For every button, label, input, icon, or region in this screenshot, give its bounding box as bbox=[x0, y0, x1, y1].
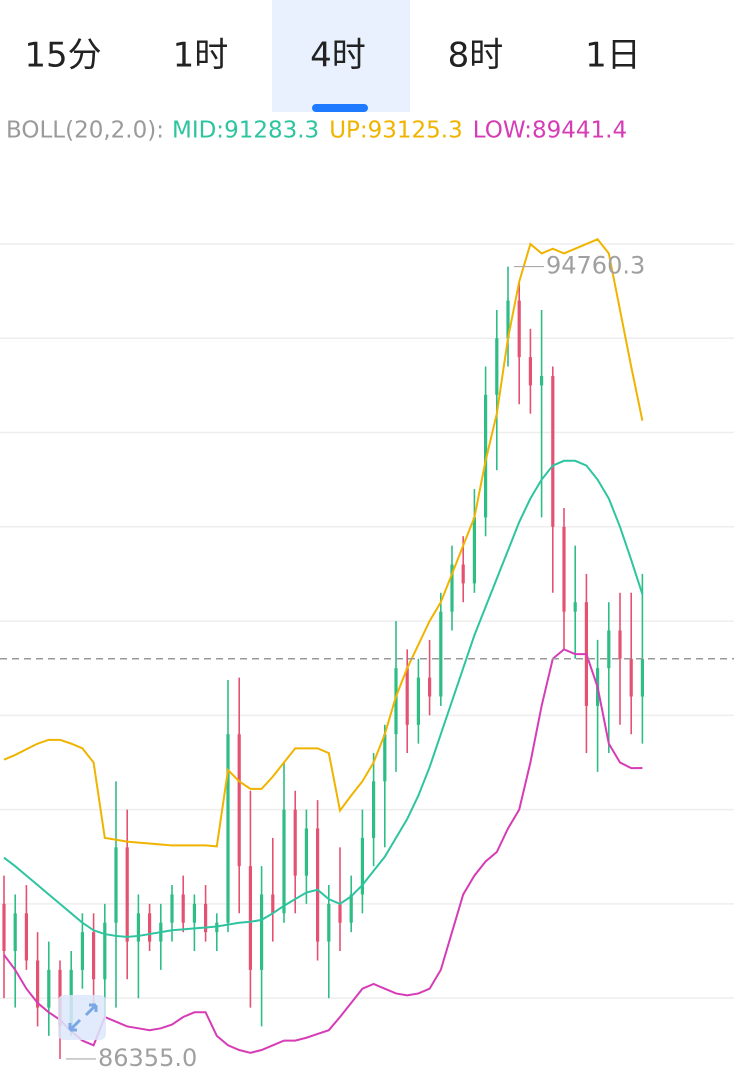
candle-body bbox=[170, 894, 174, 923]
candle-body bbox=[36, 960, 40, 1008]
tab-label[interactable]: 8时 bbox=[448, 36, 504, 76]
candle-body bbox=[125, 847, 129, 942]
candle-body bbox=[282, 809, 286, 914]
candle-body bbox=[551, 375, 555, 527]
candle-body bbox=[349, 894, 353, 923]
candle-body bbox=[237, 734, 241, 867]
band-name: UP: bbox=[329, 118, 367, 144]
candle-body bbox=[607, 630, 611, 669]
candle-body bbox=[181, 894, 185, 923]
band-value: 91283.3 bbox=[224, 118, 319, 144]
candle-body bbox=[506, 300, 510, 339]
candle-body bbox=[114, 847, 118, 923]
candle-body bbox=[2, 903, 6, 952]
candle-body bbox=[428, 677, 432, 697]
band-line bbox=[3, 238, 644, 848]
candle-body bbox=[293, 809, 297, 876]
candle-body bbox=[80, 932, 84, 970]
candle-body bbox=[439, 611, 443, 697]
candle-body bbox=[517, 300, 521, 358]
band-line bbox=[3, 459, 644, 938]
candle-body bbox=[338, 903, 342, 923]
tab-label[interactable]: 4时 bbox=[310, 36, 366, 76]
candle-body bbox=[24, 913, 28, 961]
band-name: MID: bbox=[172, 118, 224, 144]
candle-body bbox=[629, 658, 633, 697]
candle-body bbox=[103, 922, 107, 980]
candle-body bbox=[248, 866, 252, 970]
candle-body bbox=[461, 564, 465, 584]
candle-body bbox=[495, 338, 499, 395]
expand-button[interactable] bbox=[58, 995, 106, 1040]
selected-tab-bg bbox=[272, 0, 410, 112]
candle-body bbox=[316, 828, 320, 942]
candle-body bbox=[640, 658, 644, 697]
candle-body bbox=[47, 969, 51, 1008]
candle-body bbox=[148, 913, 152, 942]
candle-body bbox=[405, 668, 409, 725]
candle-body bbox=[394, 668, 398, 735]
candle-body bbox=[618, 630, 622, 659]
extreme-label: 94760.3 bbox=[546, 252, 645, 280]
band-line bbox=[3, 648, 643, 1054]
candle-body bbox=[562, 526, 566, 612]
candle-body bbox=[416, 677, 420, 725]
candle-body bbox=[204, 903, 208, 933]
band-value: 93125.3 bbox=[368, 118, 463, 144]
candle-body bbox=[383, 734, 387, 782]
candle-body bbox=[192, 903, 196, 923]
candle-body bbox=[226, 734, 230, 923]
tab-label[interactable]: 1日 bbox=[585, 36, 641, 76]
candle-body bbox=[360, 837, 364, 895]
candle-body bbox=[136, 913, 140, 942]
candle-body bbox=[540, 375, 544, 386]
candle-body bbox=[528, 357, 532, 386]
plot-area: 94760.3 86355.0 bbox=[0, 238, 734, 1072]
tab-label[interactable]: 15分 bbox=[24, 36, 101, 76]
candle-body bbox=[472, 517, 476, 584]
candle-body bbox=[92, 932, 96, 980]
candle-body bbox=[271, 894, 275, 914]
extreme-label: 86355.0 bbox=[98, 1044, 197, 1072]
candle-body bbox=[450, 564, 454, 612]
band-value: 89441.4 bbox=[532, 118, 627, 144]
band-name: LOW: bbox=[473, 118, 532, 144]
selected-tab-indicator bbox=[312, 104, 368, 112]
candle-body bbox=[327, 903, 331, 942]
candle-body bbox=[573, 602, 577, 612]
expand-icon bbox=[68, 1003, 98, 1032]
candle-body bbox=[13, 913, 17, 952]
candle-body bbox=[484, 394, 488, 518]
indicator-label: BOLL(20,2.0): bbox=[6, 118, 164, 144]
candle-body bbox=[260, 894, 264, 970]
expand-bg bbox=[58, 995, 106, 1040]
candle-body bbox=[304, 828, 308, 876]
candle-body bbox=[372, 781, 376, 838]
tab-label[interactable]: 1时 bbox=[173, 36, 229, 76]
